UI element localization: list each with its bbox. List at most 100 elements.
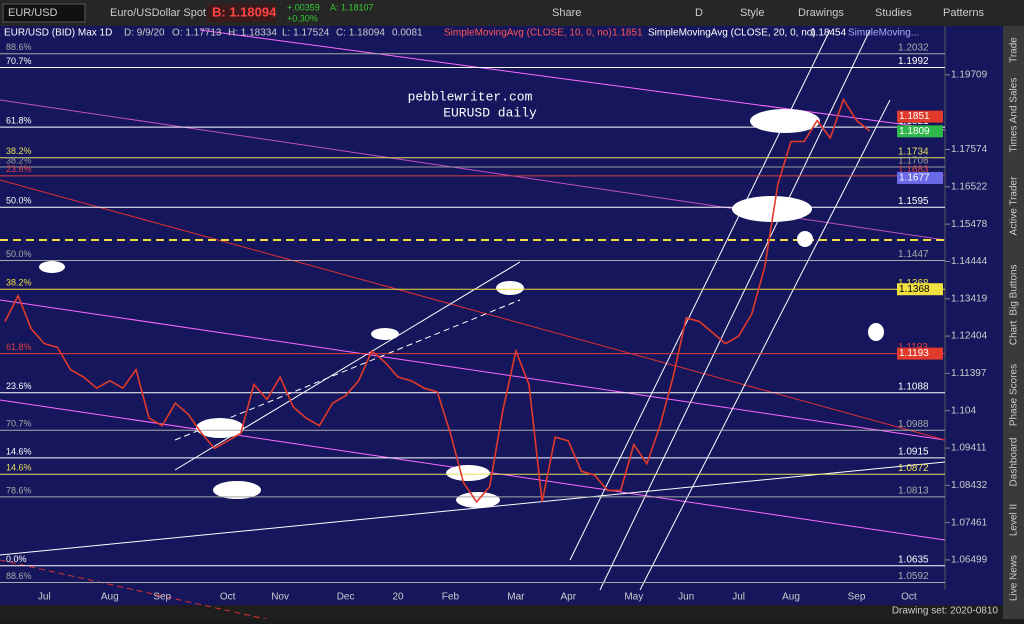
sidebar-tab[interactable]: Level II bbox=[1009, 504, 1020, 536]
fib-pct: 50.0% bbox=[6, 249, 32, 259]
y-tick-label: 1.104 bbox=[951, 405, 976, 416]
y-tick-label: 1.07461 bbox=[951, 517, 988, 528]
study-label: SimpleMovingAvg (CLOSE, 20, 0, no) bbox=[648, 28, 816, 39]
share-button[interactable]: Share bbox=[552, 7, 581, 19]
x-tick-label: Aug bbox=[782, 592, 800, 603]
marker bbox=[496, 281, 524, 295]
marker bbox=[797, 231, 813, 247]
fib-value: 1.1734 bbox=[898, 146, 929, 157]
price-tag-label: 1.1368 bbox=[899, 284, 930, 295]
footer-bar bbox=[0, 605, 1003, 619]
trend-line bbox=[199, 29, 946, 131]
bid-box bbox=[207, 4, 275, 22]
channel-line bbox=[0, 461, 946, 556]
y-tick-label: 1.09411 bbox=[951, 443, 987, 454]
fib-value: 1.1992 bbox=[898, 56, 929, 67]
channel-line bbox=[174, 299, 521, 441]
study-label: 0.0081 bbox=[392, 28, 423, 39]
marker bbox=[213, 481, 261, 499]
fib-value: 1.0635 bbox=[898, 554, 929, 565]
sidebar-tab[interactable]: Times And Sales bbox=[1009, 78, 1020, 153]
sidebar-tab[interactable]: Dashboard bbox=[1009, 438, 1020, 487]
sidebar-tab[interactable]: Trade bbox=[1009, 37, 1020, 63]
y-tick-label: 1.11397 bbox=[951, 368, 987, 379]
x-tick-label: Nov bbox=[271, 592, 289, 603]
x-tick-label: Sep bbox=[153, 592, 171, 603]
sidebar-tab[interactable]: Active Trader bbox=[1009, 176, 1020, 236]
fib-pct: 61.8% bbox=[6, 115, 32, 125]
x-tick-label: Oct bbox=[220, 592, 236, 603]
x-tick-label: Mar bbox=[507, 592, 525, 603]
fib-pct: 50.0% bbox=[6, 196, 32, 206]
toolbar bbox=[0, 0, 1024, 26]
fib-pct: 70.7% bbox=[6, 56, 32, 66]
x-tick-label: Jul bbox=[38, 592, 51, 603]
price-tag-label: 1.1677 bbox=[899, 173, 930, 184]
fib-pct: 38.2% bbox=[6, 155, 32, 165]
x-tick-label: Jun bbox=[678, 592, 694, 603]
drawings-button[interactable]: Drawings bbox=[798, 7, 844, 19]
fib-pct: 88.6% bbox=[6, 571, 32, 581]
fib-value: 1.1595 bbox=[898, 196, 929, 207]
marker bbox=[371, 328, 399, 340]
description: Euro/USDollar Spot bbox=[110, 7, 206, 19]
bid: B: 1.18094 bbox=[212, 4, 277, 19]
price-tag-label: 1.1193 bbox=[899, 348, 929, 359]
fib-value: 1.0813 bbox=[898, 486, 929, 497]
y-tick-label: 1.16522 bbox=[951, 181, 988, 192]
x-tick-label: Dec bbox=[337, 592, 355, 603]
x-tick-label: Sep bbox=[848, 592, 866, 603]
symbol: EUR/USD bbox=[8, 7, 58, 19]
fib-pct: 38.2% bbox=[6, 278, 32, 288]
fib-pct: 88.6% bbox=[6, 42, 32, 52]
study-label: EUR/USD (BID) Max 1D bbox=[4, 28, 112, 39]
fib-pct: 61.8% bbox=[6, 342, 32, 352]
sidebar bbox=[1003, 26, 1024, 619]
study-label: O: 1.17713 bbox=[172, 28, 222, 39]
watermark: pebblewriter.com bbox=[408, 89, 533, 104]
footer-label: Drawing set: 2020-0810 bbox=[892, 606, 999, 617]
marker bbox=[750, 109, 820, 133]
study-label: 1.18454 bbox=[810, 28, 847, 39]
x-tick-label: Feb bbox=[442, 592, 460, 603]
study-label: 1.1851 bbox=[612, 28, 643, 39]
fib-pct: 0.0% bbox=[6, 554, 27, 564]
fib-pct: 23.6% bbox=[6, 381, 32, 391]
change-pct: +0.30% bbox=[287, 13, 318, 23]
price-tag bbox=[897, 125, 943, 138]
price-tag bbox=[897, 347, 943, 360]
sidebar-tab[interactable]: Live News bbox=[1009, 555, 1020, 601]
price-tag bbox=[897, 171, 943, 184]
fib-value: 1.2032 bbox=[898, 42, 929, 53]
x-tick-label: 20 bbox=[392, 592, 404, 603]
fib-pct: 14.6% bbox=[6, 463, 32, 473]
y-tick-label: 1.17574 bbox=[951, 144, 988, 155]
study-label: SimpleMoving... bbox=[848, 28, 919, 39]
trend-line bbox=[0, 179, 946, 441]
fib-pct: 23.6% bbox=[6, 164, 32, 174]
trend-line bbox=[0, 559, 271, 621]
style-button[interactable]: Style bbox=[740, 7, 764, 19]
study-label: D: 9/9/20 bbox=[124, 28, 165, 39]
sidebar-tab[interactable]: Chart bbox=[1009, 321, 1020, 346]
fib-pct: 70.7% bbox=[6, 419, 32, 429]
period-button[interactable]: D bbox=[695, 7, 703, 19]
x-tick-label: Jul bbox=[732, 592, 745, 603]
sidebar-tab[interactable]: Big Buttons bbox=[1009, 264, 1020, 315]
x-tick-label: Aug bbox=[101, 592, 119, 603]
y-tick-label: 1.08432 bbox=[951, 480, 988, 491]
sidebar-tab[interactable]: Phase Scores bbox=[1009, 364, 1020, 426]
price-line bbox=[4, 97, 871, 504]
price-tag bbox=[897, 283, 943, 296]
studies-button[interactable]: Studies bbox=[875, 7, 912, 19]
study-label: H: 1.18334 bbox=[228, 28, 277, 39]
patterns-button[interactable]: Patterns bbox=[943, 7, 984, 19]
price-tag-label: 1.1851 bbox=[899, 111, 930, 122]
y-tick-label: 1.14444 bbox=[951, 256, 988, 267]
fib-value: 1.0592 bbox=[898, 571, 929, 582]
channel-line bbox=[639, 99, 891, 591]
ask: A: 1.18107 bbox=[330, 2, 374, 12]
symbol-box[interactable] bbox=[2, 3, 86, 23]
